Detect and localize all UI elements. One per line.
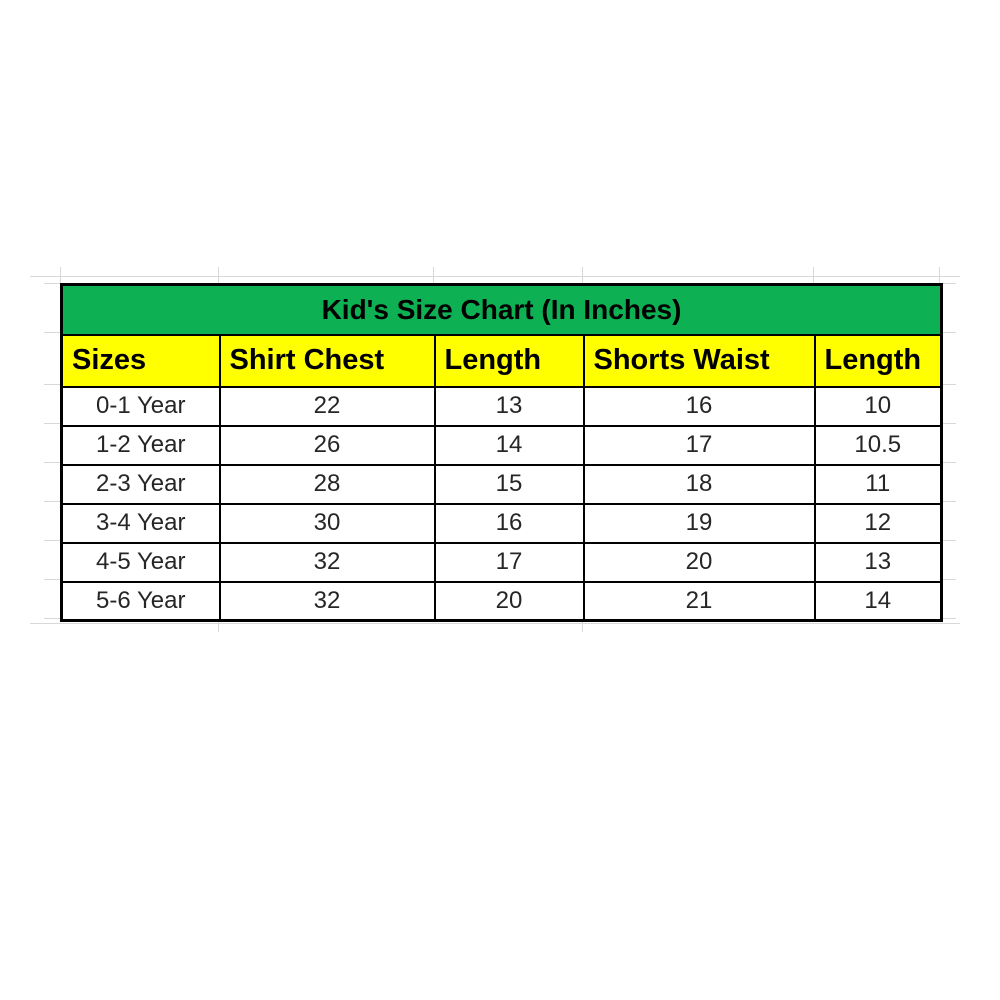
- value-cell: 22: [218, 385, 436, 427]
- gridline: [44, 384, 61, 385]
- gridline: [44, 618, 61, 619]
- column-header-shorts-waist: Shorts Waist: [582, 333, 816, 388]
- gridline: [44, 501, 61, 502]
- gridline: [44, 579, 61, 580]
- value-cell: 18: [582, 463, 816, 505]
- gridline: [582, 267, 583, 283]
- gridline: [813, 267, 814, 283]
- value-cell: 17: [582, 424, 816, 466]
- gridline: [44, 423, 61, 424]
- value-cell: 15: [433, 463, 585, 505]
- value-cell: 26: [218, 424, 436, 466]
- size-label-cell: 4-5 Year: [60, 541, 221, 583]
- value-cell: 14: [433, 424, 585, 466]
- gridline: [44, 462, 61, 463]
- size-label-cell: 0-1 Year: [60, 385, 221, 427]
- value-cell: 14: [813, 580, 943, 622]
- gridline: [939, 540, 956, 541]
- value-cell: 10.5: [813, 424, 943, 466]
- gridline: [30, 623, 960, 624]
- column-header-sizes: Sizes: [60, 333, 221, 388]
- value-cell: 17: [433, 541, 585, 583]
- column-header-shirt-length: Length: [433, 333, 585, 388]
- table-row: 4-5 Year 32 17 20 13: [60, 541, 943, 583]
- gridline: [939, 332, 956, 333]
- gridline: [44, 283, 61, 284]
- gridline: [939, 384, 956, 385]
- gridline: [939, 579, 956, 580]
- gridline: [218, 267, 219, 283]
- size-label-cell: 1-2 Year: [60, 424, 221, 466]
- column-header-shorts-length: Length: [813, 333, 943, 388]
- gridline: [60, 267, 61, 283]
- value-cell: 30: [218, 502, 436, 544]
- gridline: [939, 618, 956, 619]
- value-cell: 21: [582, 580, 816, 622]
- column-header-shirt-chest: Shirt Chest: [218, 333, 436, 388]
- value-cell: 11: [813, 463, 943, 505]
- value-cell: 19: [582, 502, 816, 544]
- table-row: 2-3 Year 28 15 18 11: [60, 463, 943, 505]
- value-cell: 13: [813, 541, 943, 583]
- table-row: 5-6 Year 32 20 21 14: [60, 580, 943, 622]
- gridline: [939, 283, 956, 284]
- size-chart-table: Kid's Size Chart (In Inches) Sizes Shirt…: [60, 283, 943, 622]
- table-header-row: Sizes Shirt Chest Length Shorts Waist Le…: [60, 333, 943, 388]
- gridline: [582, 619, 583, 632]
- value-cell: 20: [433, 580, 585, 622]
- gridline: [30, 276, 960, 277]
- gridline: [939, 267, 940, 283]
- size-label-cell: 3-4 Year: [60, 502, 221, 544]
- size-label-cell: 5-6 Year: [60, 580, 221, 622]
- gridline: [218, 619, 219, 632]
- size-label-cell: 2-3 Year: [60, 463, 221, 505]
- value-cell: 32: [218, 580, 436, 622]
- gridline: [939, 423, 956, 424]
- gridline: [44, 332, 61, 333]
- gridline: [433, 267, 434, 283]
- table-title: Kid's Size Chart (In Inches): [60, 283, 943, 336]
- table-title-row: Kid's Size Chart (In Inches): [60, 283, 943, 336]
- value-cell: 32: [218, 541, 436, 583]
- value-cell: 13: [433, 385, 585, 427]
- value-cell: 16: [582, 385, 816, 427]
- value-cell: 10: [813, 385, 943, 427]
- value-cell: 20: [582, 541, 816, 583]
- gridline: [939, 462, 956, 463]
- gridline: [939, 501, 956, 502]
- table-row: 0-1 Year 22 13 16 10: [60, 385, 943, 427]
- value-cell: 16: [433, 502, 585, 544]
- table-row: 1-2 Year 26 14 17 10.5: [60, 424, 943, 466]
- table-row: 3-4 Year 30 16 19 12: [60, 502, 943, 544]
- gridline: [44, 540, 61, 541]
- value-cell: 28: [218, 463, 436, 505]
- value-cell: 12: [813, 502, 943, 544]
